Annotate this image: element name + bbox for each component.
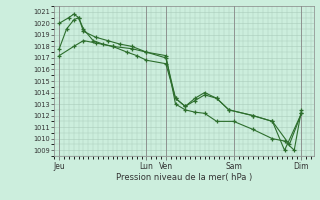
X-axis label: Pression niveau de la mer( hPa ): Pression niveau de la mer( hPa ) (116, 173, 252, 182)
